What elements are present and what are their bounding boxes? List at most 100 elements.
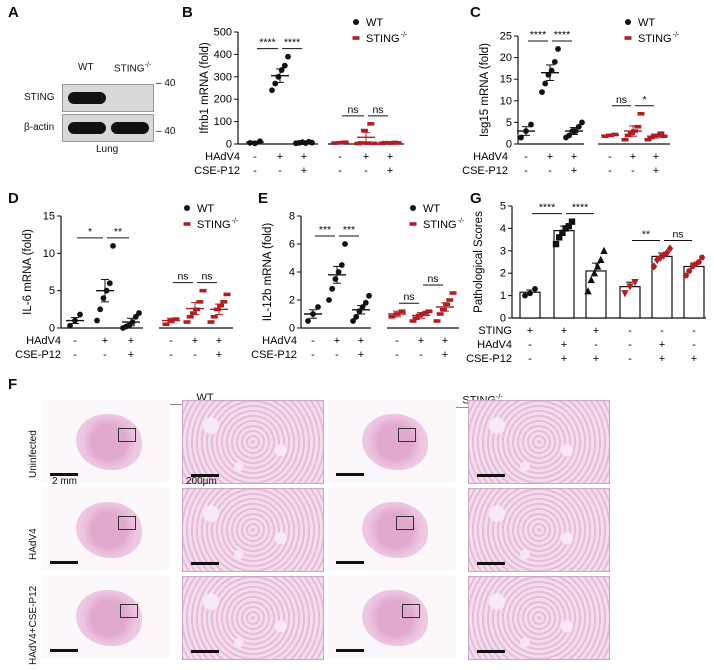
y-tick-label: 5 xyxy=(500,201,506,213)
data-point xyxy=(590,269,599,277)
significance-label: **** xyxy=(530,29,546,41)
condition-value: + xyxy=(659,339,665,351)
zoom-region-box xyxy=(118,428,136,442)
data-point xyxy=(522,292,528,299)
y-tick-label: 0 xyxy=(289,323,295,335)
lung-section xyxy=(76,502,142,558)
wb-mw-1: – 40 xyxy=(156,78,176,89)
condition-value: - xyxy=(608,151,612,163)
data-point xyxy=(186,315,194,319)
data-point xyxy=(600,246,608,254)
data-point xyxy=(362,299,369,306)
condition-row-label: CSE-P12 xyxy=(15,349,61,361)
lung-section xyxy=(362,502,428,558)
data-point xyxy=(657,131,665,135)
wb-row-sting: STING xyxy=(24,92,55,103)
condition-value: - xyxy=(692,325,696,337)
y-tick-label: 1 xyxy=(500,290,506,302)
y-axis-label: Pathological Scores xyxy=(473,211,485,313)
y-tick-label: 4 xyxy=(500,223,506,235)
significance-label: ns xyxy=(177,271,188,283)
condition-value: - xyxy=(338,151,342,163)
condition-value: + xyxy=(561,339,567,351)
data-point xyxy=(393,312,401,316)
data-point xyxy=(172,317,180,321)
data-point xyxy=(555,46,561,52)
y-tick-label: 0 xyxy=(500,313,506,325)
data-point xyxy=(278,67,285,73)
row-label-hadv4-cse: HAdV4+CSE-P12 xyxy=(28,585,39,665)
condition-value: + xyxy=(363,151,369,163)
significance-label: *** xyxy=(343,224,355,236)
condition-value: + xyxy=(418,335,424,347)
significance-label: **** xyxy=(284,37,300,49)
y-tick-label: 15 xyxy=(43,211,55,223)
data-point xyxy=(565,222,572,230)
data-point xyxy=(342,241,348,247)
data-point xyxy=(575,123,582,130)
panel-letter-d: D xyxy=(8,190,19,207)
data-point xyxy=(568,218,576,225)
condition-value: + xyxy=(653,151,659,163)
condition-value: + xyxy=(691,353,697,365)
condition-value: + xyxy=(358,349,364,361)
condition-value: + xyxy=(571,151,577,163)
scale-bar-overview xyxy=(50,473,78,476)
legend-label-wt: WT xyxy=(638,17,655,29)
legend-marker-wt xyxy=(410,205,416,211)
condition-value: + xyxy=(630,151,636,163)
significance-label: **** xyxy=(539,202,555,214)
data-point xyxy=(572,128,579,134)
data-point xyxy=(412,316,420,320)
condition-value: + xyxy=(653,165,659,177)
condition-value: + xyxy=(547,151,553,163)
data-point xyxy=(336,140,344,145)
condition-value: + xyxy=(442,349,448,361)
scale-bar-zoom xyxy=(477,562,505,565)
lung-section xyxy=(362,414,428,470)
histology-overview-image xyxy=(42,488,170,570)
y-tick-label: 10 xyxy=(500,95,512,107)
data-point xyxy=(686,268,693,274)
data-point xyxy=(579,119,585,126)
data-point xyxy=(199,288,207,293)
data-point xyxy=(272,80,279,87)
y-tick-label: 200 xyxy=(214,94,232,106)
y-tick-label: 500 xyxy=(214,27,232,39)
histology-overview-image xyxy=(42,576,170,658)
condition-value: + xyxy=(571,165,577,177)
y-tick-label: 0 xyxy=(506,139,512,151)
legend-marker-ko xyxy=(183,222,191,226)
data-point xyxy=(193,307,201,312)
data-point xyxy=(196,300,204,304)
y-tick-label: 5 xyxy=(49,285,55,297)
data-point xyxy=(551,59,558,65)
condition-value: - xyxy=(524,165,528,177)
data-point xyxy=(94,317,100,324)
data-point xyxy=(439,308,447,312)
data-point xyxy=(136,310,142,316)
condition-value: - xyxy=(608,165,612,177)
data-point xyxy=(548,67,555,74)
scale-label-zoom: 200μm xyxy=(186,476,217,487)
condition-value: - xyxy=(395,349,399,361)
data-point xyxy=(606,133,614,138)
data-point xyxy=(634,124,642,129)
wb-blot-sting xyxy=(62,84,154,112)
condition-value: + xyxy=(527,325,533,337)
y-axis-label: Isg15 mRNA (fold) xyxy=(479,43,491,137)
histology-zoom-image xyxy=(468,400,610,484)
condition-row-label: CSE-P12 xyxy=(194,165,240,177)
data-point xyxy=(213,307,221,312)
y-tick-label: 400 xyxy=(214,49,232,61)
wb-tissue: Lung xyxy=(96,144,119,155)
data-point xyxy=(100,295,107,302)
legend-label-ko: STING xyxy=(366,33,400,45)
y-tick-label: 4 xyxy=(289,267,295,279)
data-point xyxy=(106,280,113,287)
zoom-region-box xyxy=(402,604,420,618)
legend-label-wt: WT xyxy=(197,203,214,215)
data-point xyxy=(207,320,215,324)
data-point xyxy=(545,71,552,78)
